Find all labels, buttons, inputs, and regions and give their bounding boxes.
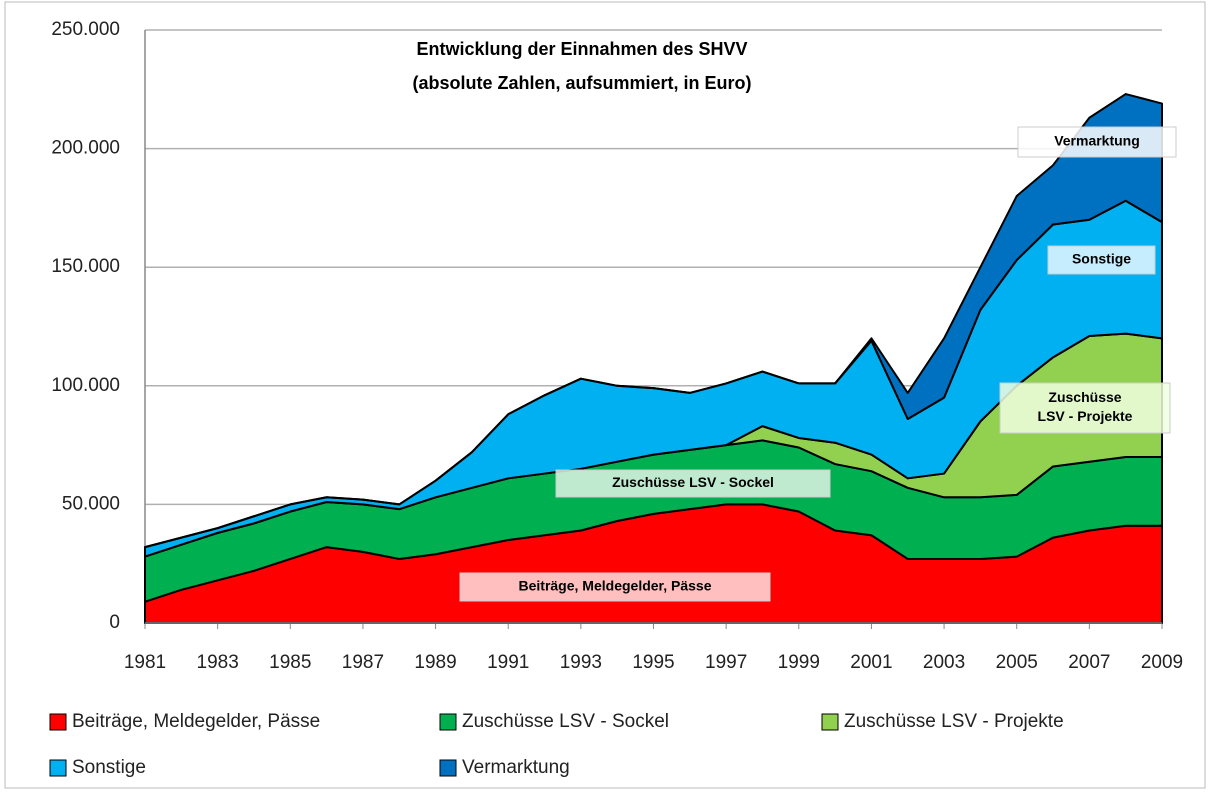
x-tick-label: 1991 [487, 652, 529, 673]
legend-swatch [821, 713, 839, 731]
annotation: LSV - Projekte [1038, 408, 1133, 424]
x-tick-label: 1983 [197, 652, 239, 673]
y-tick-label: 0 [109, 612, 120, 633]
legend-label: Vermarktung [462, 757, 570, 778]
legend-swatch [49, 713, 67, 731]
legend-label: Zuschüsse LSV - Sockel [462, 711, 669, 732]
x-tick-label: 2001 [850, 652, 892, 673]
legend-label: Zuschüsse LSV - Projekte [844, 711, 1064, 732]
y-tick-label: 50.000 [62, 493, 120, 514]
legend-swatch [439, 713, 457, 731]
annotation: Sonstige [1072, 251, 1131, 267]
chart-subtitle: (absolute Zahlen, aufsummiert, in Euro) [412, 73, 751, 93]
x-tick-label: 1993 [560, 652, 602, 673]
legend-label: Sonstige [72, 757, 146, 778]
annotation-box [999, 382, 1171, 434]
x-tick-label: 1989 [414, 652, 456, 673]
x-tick-label: 1999 [778, 652, 820, 673]
annotation-box [459, 572, 771, 602]
x-tick-label: 2005 [996, 652, 1038, 673]
annotation: Vermarktung [1054, 133, 1140, 149]
x-tick-label: 1995 [632, 652, 674, 673]
area [144, 93, 1163, 549]
legend-swatch [439, 759, 457, 777]
annotation: Beiträge, Meldegelder, Pässe [519, 578, 712, 594]
y-tick-label: 250.000 [51, 19, 120, 40]
annotation-box [1017, 126, 1177, 158]
y-tick-label: 100.000 [51, 375, 120, 396]
chart-title: Entwicklung der Einnahmen des SHVV [416, 39, 747, 59]
y-tick-label: 150.000 [51, 256, 120, 277]
x-tick-label: 1997 [705, 652, 747, 673]
annotation: Zuschüsse LSV - Sockel [612, 474, 774, 490]
x-tick-label: 1987 [342, 652, 384, 673]
annotation-box [555, 469, 831, 498]
y-tick-label: 200.000 [51, 138, 120, 159]
annotation: Zuschüsse [1048, 389, 1121, 405]
x-tick-label: 1985 [269, 652, 311, 673]
x-tick-label: 2003 [923, 652, 965, 673]
x-tick-label: 2009 [1141, 652, 1183, 673]
legend-label: Beiträge, Meldegelder, Pässe [72, 711, 320, 732]
x-tick-label: 2007 [1068, 652, 1110, 673]
annotation-box [1047, 245, 1156, 275]
x-tick-label: 1981 [124, 652, 166, 673]
legend-swatch [49, 759, 67, 777]
